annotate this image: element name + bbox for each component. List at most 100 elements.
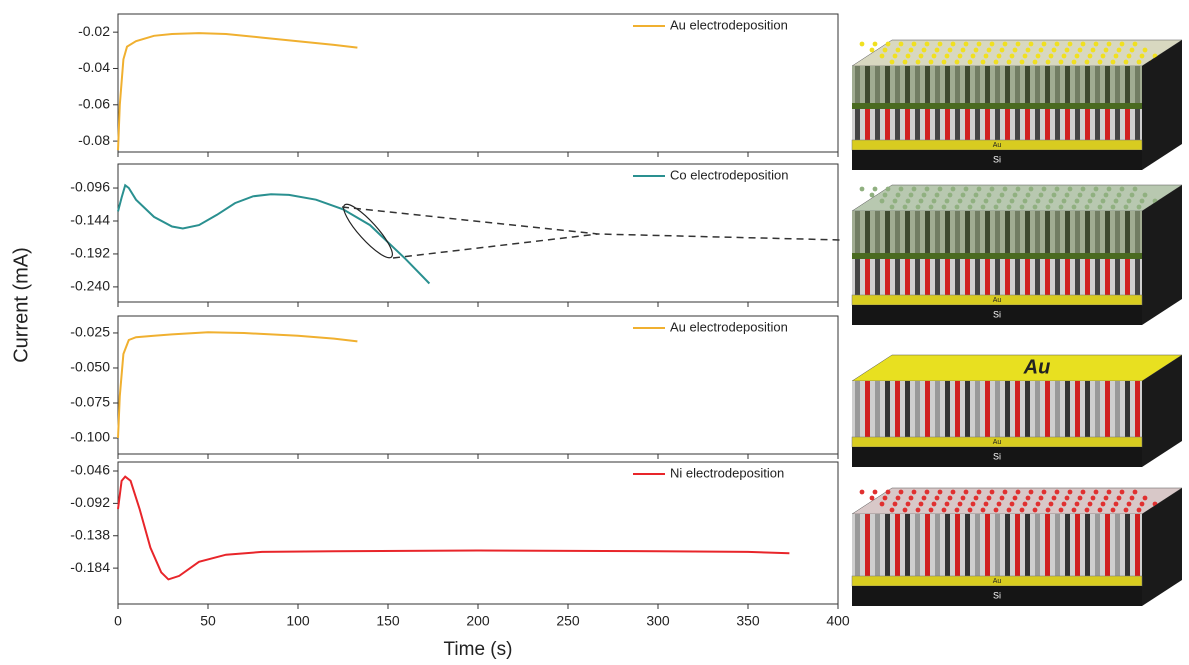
- pillar-top: [960, 495, 966, 501]
- x-tick-label: 150: [376, 613, 400, 629]
- pillar-top: [1136, 507, 1142, 513]
- pillar-top: [931, 53, 937, 59]
- pillar-top: [911, 186, 917, 192]
- pillar-lower: [1045, 106, 1050, 140]
- plot-frame: [117, 163, 839, 303]
- pillar-top: [1113, 53, 1119, 59]
- pillar-top: [944, 198, 950, 204]
- pillar-top: [983, 198, 989, 204]
- pillar-lower: [935, 257, 940, 295]
- pillar-lower: [995, 106, 1000, 140]
- si-layer: [852, 150, 1142, 170]
- si-layer: [852, 447, 1142, 467]
- pillar-top: [1048, 501, 1054, 507]
- pillar: [1065, 381, 1070, 437]
- pillar-top: [950, 186, 956, 192]
- pillar-top: [963, 186, 969, 192]
- x-tick-label: 400: [826, 613, 850, 629]
- au-layer-label: Au: [993, 439, 1002, 446]
- pillar-top: [980, 204, 986, 210]
- pillar-top: [1116, 495, 1122, 501]
- pillar-lower: [1115, 257, 1120, 295]
- pillar-lower: [865, 257, 870, 295]
- si-layer-label: Si: [993, 451, 1001, 461]
- pillar-top: [1090, 47, 1096, 53]
- pillar-top: [872, 186, 878, 192]
- pillar-top: [999, 495, 1005, 501]
- pillar-top: [1139, 53, 1145, 59]
- pillar-top: [889, 204, 895, 210]
- pillar: [935, 514, 940, 576]
- pillar-lower: [895, 106, 900, 140]
- pillar-top: [1051, 47, 1057, 53]
- pillar: [1035, 514, 1040, 576]
- pillar-top: [1022, 198, 1028, 204]
- pillar-lower: [855, 257, 860, 295]
- pillar: [975, 514, 980, 576]
- pillar-top: [963, 489, 969, 495]
- pillar-top: [1077, 192, 1083, 198]
- y-axis-label: Current (mA): [10, 247, 32, 363]
- pillar-top: [1132, 186, 1138, 192]
- pillar-lower: [1135, 106, 1140, 140]
- annotation-leader: [341, 206, 843, 259]
- pillar-lower: [985, 257, 990, 295]
- pillar-top: [1041, 41, 1047, 47]
- pillar-top: [937, 41, 943, 47]
- green-band: [852, 253, 1142, 259]
- pillar-top: [967, 204, 973, 210]
- pillar-top: [996, 53, 1002, 59]
- block-side: [1142, 488, 1182, 606]
- pillar-top: [1067, 41, 1073, 47]
- pillar-lower: [1035, 106, 1040, 140]
- pillar-top: [999, 192, 1005, 198]
- pillar-top: [1119, 489, 1125, 495]
- pillar-top: [1071, 507, 1077, 513]
- pillar: [1125, 381, 1130, 437]
- illustration: Au Si: [851, 39, 1183, 170]
- pillar-top: [879, 198, 885, 204]
- x-tick-label: 350: [736, 613, 760, 629]
- pillar-top: [885, 41, 891, 47]
- pillar-lower: [1025, 257, 1030, 295]
- pillar: [1125, 514, 1130, 576]
- pillar-top: [993, 204, 999, 210]
- pillar-top: [970, 198, 976, 204]
- pillar-top: [1032, 204, 1038, 210]
- pillar-top: [1100, 198, 1106, 204]
- pillar-top: [885, 489, 891, 495]
- pillar-top: [973, 192, 979, 198]
- pillar-top: [947, 47, 953, 53]
- pillar-lower: [975, 106, 980, 140]
- pillar-top: [941, 204, 947, 210]
- pillar-top: [1074, 198, 1080, 204]
- pillar: [1095, 514, 1100, 576]
- pillar-lower: [965, 257, 970, 295]
- pillar-top: [989, 489, 995, 495]
- pillar-lower: [1065, 106, 1070, 140]
- pillar-top: [892, 53, 898, 59]
- pillar-top: [1051, 192, 1057, 198]
- pillar-lower: [1115, 106, 1120, 140]
- pillar-top: [954, 204, 960, 210]
- pillar-top: [1002, 489, 1008, 495]
- pillar-lower: [885, 257, 890, 295]
- pillar: [1035, 381, 1040, 437]
- pillar-top: [1012, 47, 1018, 53]
- pillar-top: [1012, 192, 1018, 198]
- pillar-top: [1006, 507, 1012, 513]
- y-tick-label: -0.08: [78, 132, 110, 148]
- y-tick-label: -0.240: [70, 278, 110, 294]
- pillar-top: [1009, 53, 1015, 59]
- pillar: [905, 514, 910, 576]
- pillar-top: [892, 198, 898, 204]
- pillar-top: [963, 41, 969, 47]
- pillar-top: [915, 59, 921, 65]
- pillar-top: [885, 186, 891, 192]
- pillar-top: [1038, 495, 1044, 501]
- y-tick-label: -0.02: [78, 23, 110, 39]
- pillar-top: [902, 507, 908, 513]
- pillar-lower: [1095, 257, 1100, 295]
- pillar-top: [882, 192, 888, 198]
- plot-frame: [117, 461, 839, 605]
